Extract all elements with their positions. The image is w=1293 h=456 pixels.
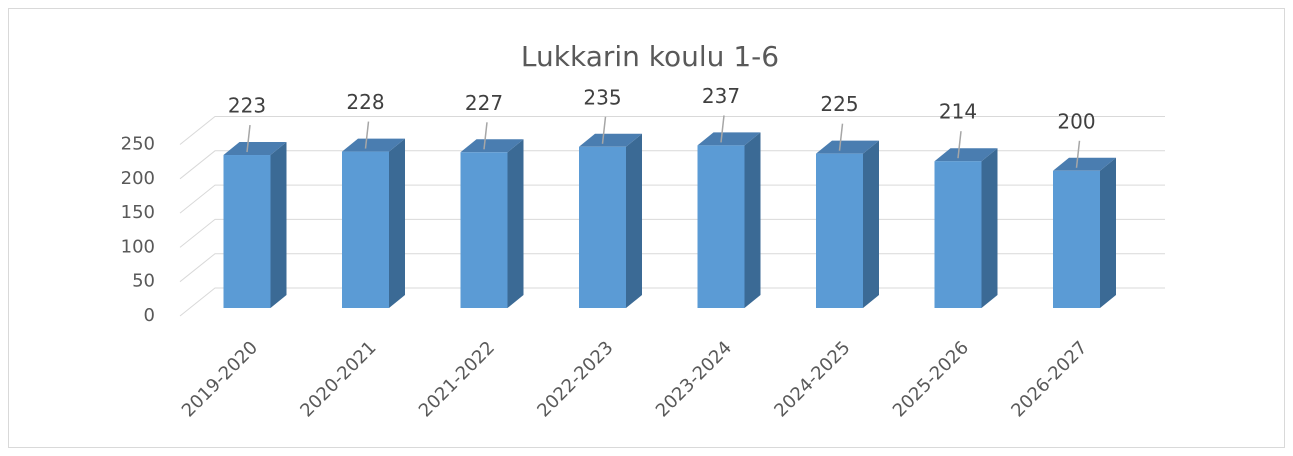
bar-top bbox=[816, 140, 879, 154]
y-tick-label: 50 bbox=[132, 271, 155, 292]
bar-side bbox=[626, 133, 642, 308]
leader-line bbox=[838, 123, 844, 151]
bar-top bbox=[1053, 157, 1116, 171]
bar-top bbox=[223, 142, 287, 156]
data-label: 228 bbox=[346, 90, 384, 114]
data-label: 225 bbox=[820, 92, 858, 116]
bar bbox=[342, 151, 389, 308]
data-label: 214 bbox=[939, 100, 977, 124]
bar-side bbox=[981, 148, 998, 308]
bar bbox=[816, 153, 863, 308]
bar-top bbox=[579, 133, 642, 147]
leader-line bbox=[364, 121, 370, 149]
grid-line bbox=[179, 116, 1165, 145]
leader-line bbox=[601, 116, 607, 144]
data-label: 235 bbox=[583, 85, 621, 109]
data-label: 223 bbox=[228, 94, 266, 118]
leader-line bbox=[720, 115, 725, 143]
data-label: 237 bbox=[702, 84, 740, 108]
leader-line bbox=[957, 131, 962, 159]
bar-top bbox=[697, 132, 761, 146]
y-tick-label: 0 bbox=[144, 305, 155, 326]
bar-side bbox=[744, 132, 761, 308]
y-tick-label: 100 bbox=[121, 236, 155, 257]
bar-top bbox=[934, 148, 998, 162]
data-label: 200 bbox=[1057, 109, 1095, 133]
data-label: 227 bbox=[465, 91, 503, 115]
bar-top bbox=[342, 138, 405, 152]
bar bbox=[934, 161, 982, 308]
bar-top bbox=[460, 139, 524, 153]
leader-line bbox=[246, 124, 251, 153]
leader-line bbox=[483, 122, 488, 150]
chart-title: Lukkarin koulu 1-6 bbox=[521, 40, 779, 73]
bar-side bbox=[389, 138, 405, 308]
bar-side bbox=[863, 140, 879, 308]
bar-side bbox=[270, 142, 287, 308]
bar bbox=[579, 146, 626, 308]
bar bbox=[223, 155, 271, 308]
y-tick-label: 150 bbox=[121, 202, 155, 223]
bar-side bbox=[1100, 157, 1116, 308]
bar-side bbox=[507, 139, 524, 308]
y-tick-label: 200 bbox=[121, 168, 155, 189]
leader-line bbox=[1075, 140, 1081, 168]
bar bbox=[460, 152, 508, 308]
bar bbox=[1053, 170, 1100, 308]
y-tick-label: 250 bbox=[121, 134, 155, 155]
bar bbox=[697, 145, 745, 308]
